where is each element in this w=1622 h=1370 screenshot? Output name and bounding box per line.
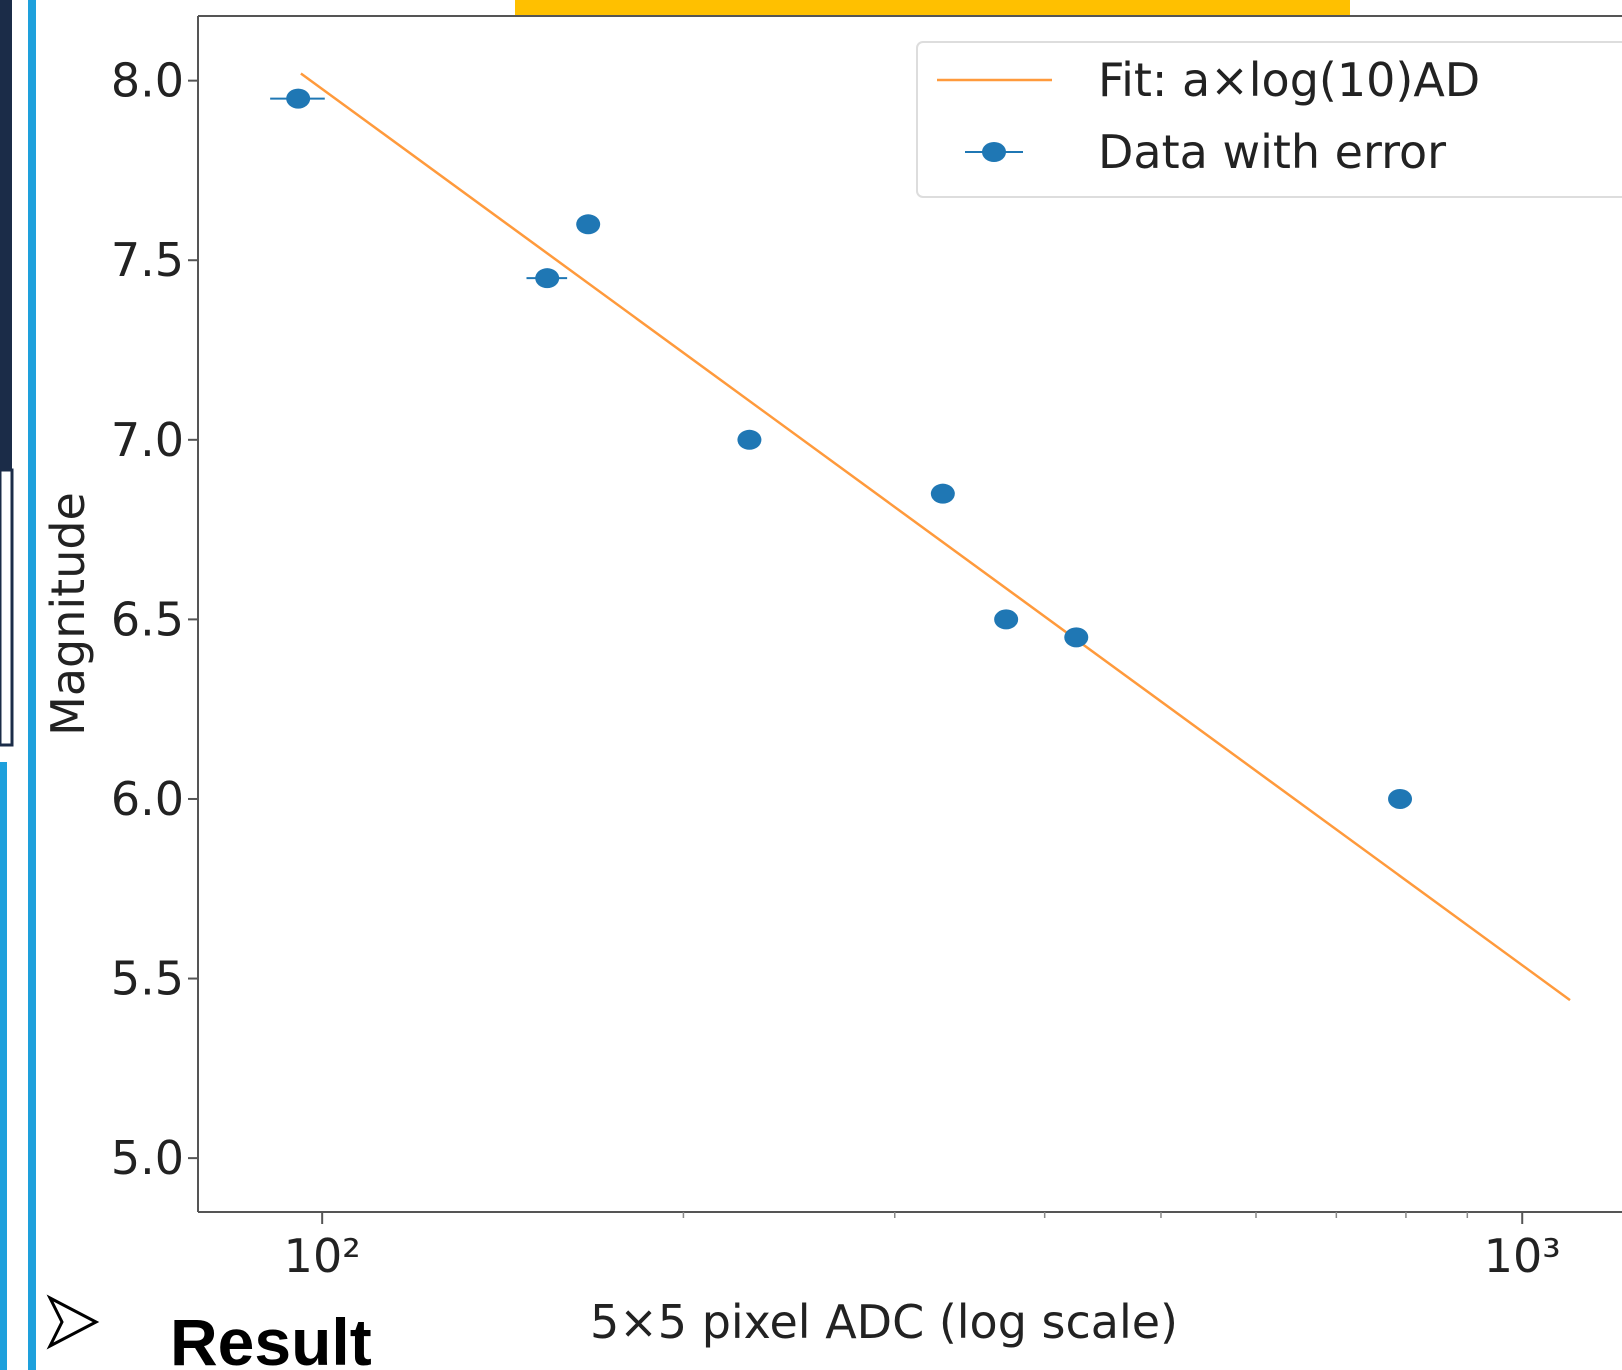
bullet-text: Result [170,1305,372,1370]
data-point [535,268,560,289]
legend: Fit: a×log(10)AD Data with error [916,41,1622,198]
y-tick-label: 8.0 [111,54,184,108]
y-tick-label: 7.0 [111,413,184,467]
y-tick-label: 6.0 [111,772,184,826]
side-image [0,0,12,470]
data-point [576,214,601,235]
data-point [1064,627,1089,648]
y-tick-label: 6.5 [111,592,184,646]
legend-swatch [982,142,1006,162]
y-tick-label: 5.5 [111,952,184,1006]
x-axis-label: 5×5 pixel ADC (log scale) [590,1295,1178,1349]
x-tick-label: 10³ [1484,1229,1561,1283]
data-point [737,429,762,450]
y-tick-label: 5.0 [111,1131,184,1185]
data-point [1388,788,1413,809]
data-point [286,88,311,109]
data-point [994,609,1019,630]
series-group [270,72,1571,1002]
title-bar [515,0,1350,16]
bullet-icon [46,1294,100,1350]
plot: 5.0 5.5 6.0 6.5 7.0 7.5 8.0 10² 10³ 5×5 pixel ADC… [41,15,1622,1349]
y-tick-label: 7.5 [111,233,184,287]
y-axis-label: Magnitude [41,492,95,736]
accent-line [28,0,36,1370]
data-point [930,483,955,504]
fit-line [300,72,1571,1002]
side-frame [0,468,14,747]
legend-box [916,41,1622,198]
accent-line [0,762,7,1370]
legend-label: Fit: a×log(10)AD [1098,53,1480,107]
x-tick-label: 10² [284,1229,361,1283]
legend-label: Data with error [1098,125,1446,179]
